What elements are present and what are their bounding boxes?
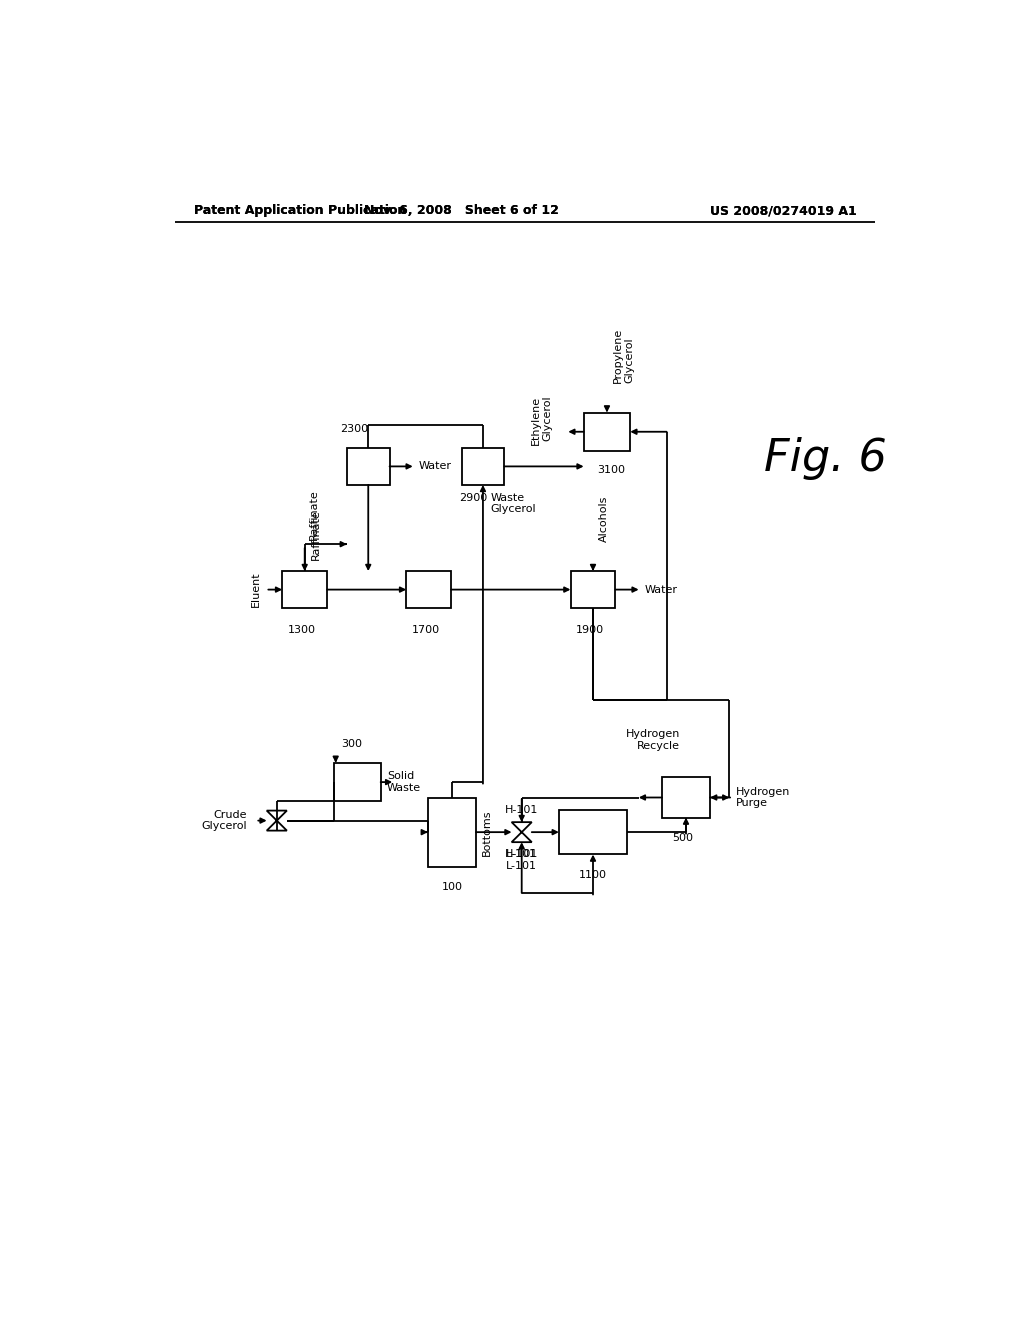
Bar [559,810,627,854]
Text: 500: 500 [673,833,693,843]
Bar [584,412,630,451]
Text: Water: Water [645,585,678,594]
Text: 1100: 1100 [579,870,607,880]
Text: 1300: 1300 [288,626,315,635]
Text: Raffinate: Raffinate [311,508,321,560]
Text: Fig. 6: Fig. 6 [764,437,887,480]
Text: 1900: 1900 [575,626,604,635]
Bar [347,447,389,484]
Text: Nov. 6, 2008   Sheet 6 of 12: Nov. 6, 2008 Sheet 6 of 12 [364,205,559,218]
Text: H-101: H-101 [505,805,539,816]
Text: 100: 100 [441,882,463,892]
Text: Crude
Glycerol: Crude Glycerol [202,809,248,832]
Polygon shape [266,810,287,830]
Bar [407,572,452,609]
Polygon shape [512,822,531,842]
Text: Bottoms: Bottoms [482,809,493,855]
Bar [428,797,476,867]
Text: Hydrogen
Recycle: Hydrogen Recycle [626,729,680,751]
Text: 1700: 1700 [412,626,439,635]
Bar [462,447,504,484]
Text: Solid
Waste: Solid Waste [387,771,421,793]
Bar [283,572,328,609]
Text: H-101: H-101 [505,849,539,859]
Bar [334,763,381,801]
Text: Nov. 6, 2008   Sheet 6 of 12: Nov. 6, 2008 Sheet 6 of 12 [364,205,559,218]
Text: 3100: 3100 [597,465,625,475]
Text: Patent Application Publication: Patent Application Publication [194,205,407,218]
Text: 2300: 2300 [340,424,369,434]
Text: L-101: L-101 [506,862,538,871]
Text: 2900: 2900 [460,492,487,503]
Text: Hydrogen
Purge: Hydrogen Purge [735,787,790,808]
Text: 300: 300 [341,739,361,748]
Bar [570,572,615,609]
Text: US 2008/0274019 A1: US 2008/0274019 A1 [710,205,856,218]
Text: Eluent: Eluent [251,572,260,607]
Bar [662,777,710,817]
Text: Water: Water [419,462,452,471]
Text: L-101: L-101 [506,849,538,859]
Text: Alcohols: Alcohols [599,495,609,543]
Text: Waste
Glycerol: Waste Glycerol [490,492,537,515]
Text: Raffinate: Raffinate [309,490,319,540]
Text: Ethylene
Glycerol: Ethylene Glycerol [531,396,553,445]
Text: Patent Application Publication: Patent Application Publication [194,205,407,218]
Text: Propylene
Glycerol: Propylene Glycerol [613,327,635,383]
Text: US 2008/0274019 A1: US 2008/0274019 A1 [710,205,856,218]
